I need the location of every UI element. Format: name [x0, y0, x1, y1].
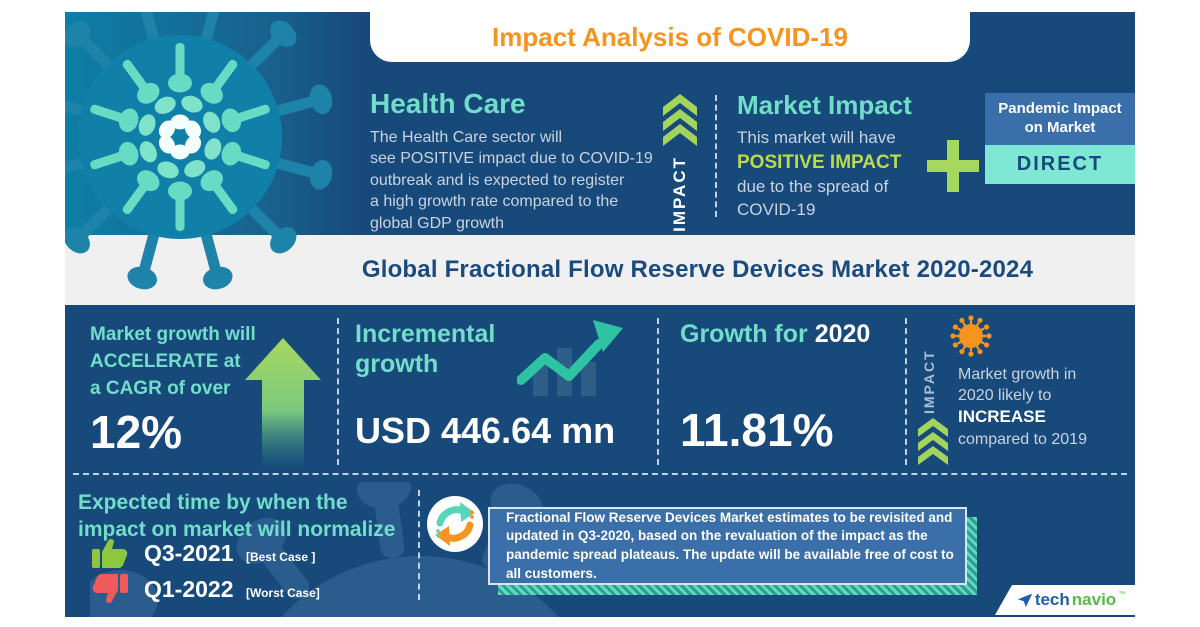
dashed-divider — [73, 473, 1127, 475]
technavio-arrow-icon — [1017, 593, 1033, 608]
growth-2020-year: 2020 — [814, 320, 871, 348]
pandemic-impact-label: Pandemic Impact on Market — [985, 93, 1135, 145]
growth-2020-label: Growth for — [680, 320, 808, 348]
dashed-divider — [418, 490, 420, 600]
dashed-divider — [905, 318, 907, 465]
health-care-line: The Health Care sector will — [370, 129, 563, 146]
pandemic-impact-value: DIRECT — [985, 144, 1135, 184]
best-case-value: Q3-2021 — [144, 539, 234, 566]
chevrons-up-icon — [918, 418, 948, 465]
normalize-title-line: impact on market will normalize — [78, 517, 396, 541]
thumbs-up-icon — [92, 539, 128, 568]
impact-2020-highlight: INCREASE — [958, 407, 1046, 427]
sun-virus-icon — [950, 315, 992, 357]
cagr-block: Market growth will ACCELERATE at a CAGR … — [90, 322, 256, 403]
cagr-value: 12% — [90, 406, 183, 458]
impact-analysis-banner: Impact Analysis of COVID-19 — [370, 12, 970, 62]
note-text: Fractional Flow Reserve Devices Market e… — [506, 509, 954, 581]
technavio-logo: tech navio ™ — [995, 585, 1135, 615]
normalize-title: Expected time by when the impact on mark… — [78, 490, 395, 544]
incremental-line: growth — [355, 349, 439, 378]
chevrons-up-icon — [663, 94, 697, 146]
growth-2020-block: Growth for 2020 — [680, 320, 870, 349]
market-impact-title: Market Impact — [737, 90, 912, 120]
infographic: Global Fractional Flow Reserve Devices M… — [65, 12, 1135, 617]
plus-icon — [927, 140, 979, 192]
market-impact-line: COVID-19 — [737, 199, 816, 219]
impact-2020-block: Market growth in 2020 likely to INCREASE… — [958, 364, 1135, 450]
health-care-line: see POSITIVE impact due to COVID-19 — [370, 150, 653, 168]
market-impact-line: This market will have — [737, 128, 896, 147]
worst-case-value: Q1-2022 — [144, 575, 234, 602]
impact-label: IMPACT — [670, 156, 689, 232]
refresh-icon — [426, 495, 484, 558]
impact-2020-line: compared to 2019 — [958, 430, 1087, 448]
best-case-label: [Best Case ] — [245, 549, 316, 564]
pandemic-impact-box: Pandemic Impact on Market DIRECT — [985, 93, 1135, 184]
health-care-block: Health Care The Health Care sector will … — [370, 88, 658, 234]
worst-case-label: [Worst Case] — [245, 585, 320, 600]
dashed-divider — [337, 318, 339, 465]
impact-indicator: IMPACT — [663, 94, 697, 232]
health-care-line: outbreak and is expected to register — [370, 171, 625, 189]
market-title-band: Global Fractional Flow Reserve Devices M… — [65, 235, 1135, 305]
health-care-line: a high growth rate compared to the — [370, 193, 619, 211]
note-box: Fractional Flow Reserve Devices Market e… — [488, 507, 967, 585]
impact-label: IMPACT — [921, 349, 937, 414]
market-impact-highlight: POSITIVE IMPACT — [737, 151, 902, 173]
line-chart-icon — [517, 320, 623, 396]
market-impact-line: due to the spread of — [737, 176, 889, 196]
worst-case-row: Q1-2022 [Worst Case] — [90, 572, 320, 606]
cagr-line: Market growth will — [90, 324, 256, 345]
logo-text-tech: tech — [1034, 590, 1070, 609]
cagr-line: a CAGR of over — [90, 377, 231, 399]
coronavirus-illustration — [65, 12, 360, 293]
dashed-divider — [657, 318, 659, 465]
impact-analysis-title: Impact Analysis of COVID-19 — [492, 21, 848, 52]
incremental-value: USD 446.64 mn — [355, 410, 616, 451]
impact-2020-line: 2020 likely to — [958, 387, 1052, 405]
market-title: Global Fractional Flow Reserve Devices M… — [361, 256, 1034, 283]
cagr-line: ACCELERATE at — [90, 350, 241, 372]
incremental-line: Incremental — [355, 320, 496, 348]
thumbs-down-icon — [92, 574, 128, 603]
impact-2020-line: Market growth in — [958, 366, 1077, 383]
normalize-title-line: Expected time by when the — [78, 491, 348, 514]
logo-trademark: ™ — [1118, 590, 1126, 598]
market-impact-block: Market Impact This market will have POSI… — [737, 90, 947, 221]
growth-2020-value: 11.81% — [680, 404, 834, 456]
growth-arrow-icon — [245, 338, 321, 470]
health-care-line: global GDP growth — [370, 214, 504, 232]
best-case-row: Q3-2021 [Best Case ] — [90, 536, 315, 570]
logo-text-navio: navio — [1071, 590, 1117, 609]
health-care-title: Health Care — [370, 88, 526, 119]
dashed-divider — [715, 95, 717, 217]
incremental-growth-block: Incremental growth — [355, 320, 495, 379]
